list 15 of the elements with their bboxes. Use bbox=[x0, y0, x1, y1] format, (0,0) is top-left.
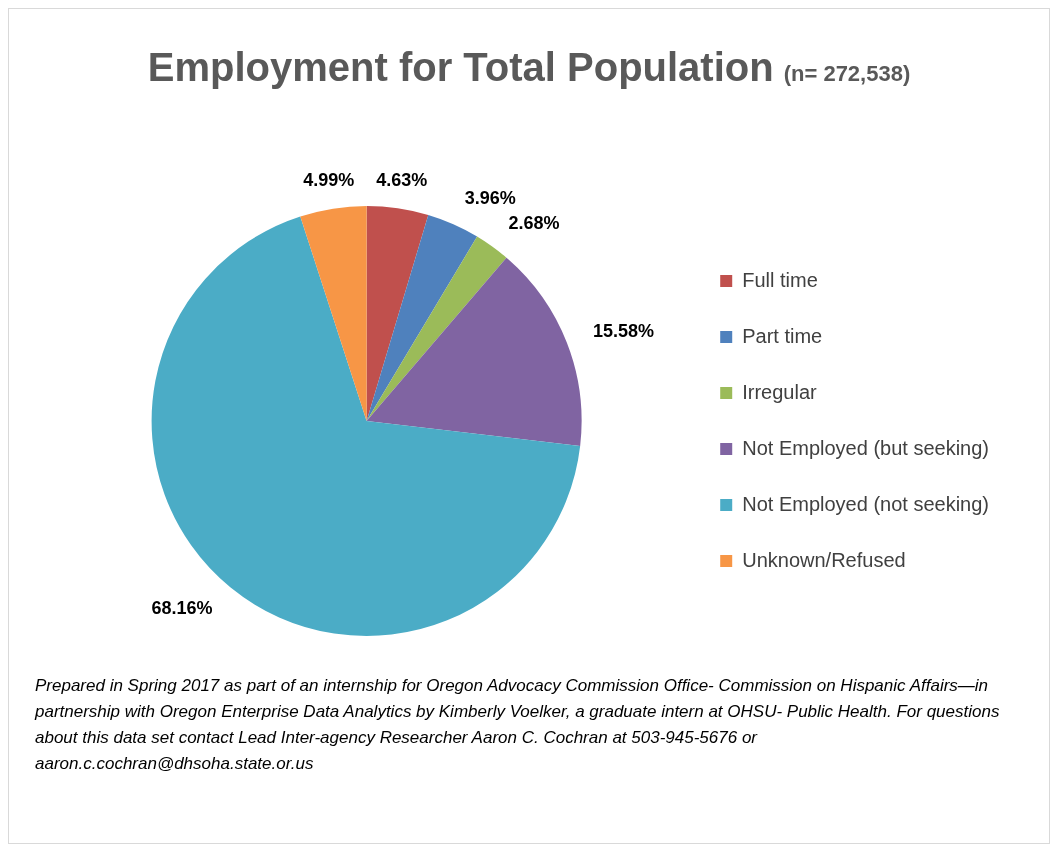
legend-label: Part time bbox=[742, 324, 823, 347]
data-label: 4.99% bbox=[303, 169, 355, 190]
data-label: 2.68% bbox=[508, 212, 560, 233]
legend-label: Irregular bbox=[742, 380, 818, 403]
data-label: 3.96% bbox=[464, 187, 516, 208]
legend-label: Not Employed (not seeking) bbox=[742, 492, 990, 515]
data-label: 68.16% bbox=[151, 597, 213, 618]
data-label: 15.58% bbox=[592, 321, 654, 342]
legend-label: Full time bbox=[742, 268, 818, 291]
legend-label: Unknown/Refused bbox=[742, 548, 906, 571]
chart-title: Employment for Total Population bbox=[147, 45, 774, 89]
chart-subtitle: (n= 272,538) bbox=[783, 61, 911, 86]
legend-label: Not Employed (but seeking) bbox=[742, 436, 990, 459]
data-label: 4.63% bbox=[376, 169, 428, 190]
text: Prepared in Spring 2017 as part of an internship for Oregon Advocacy Commission Office- Commission on Hispanic Affairs—in partnership with Oregon Enterprise Data Analytics by Kimberly Voelker, a graduate intern at OHSU- Public Health. For questions about this data set contact Lead Inter-agency Researcher Aaron C. Cochran at 503-945-5676 or aaron.c.cochran@dhsoha.state.or.us bbox=[35, 675, 1001, 775]
